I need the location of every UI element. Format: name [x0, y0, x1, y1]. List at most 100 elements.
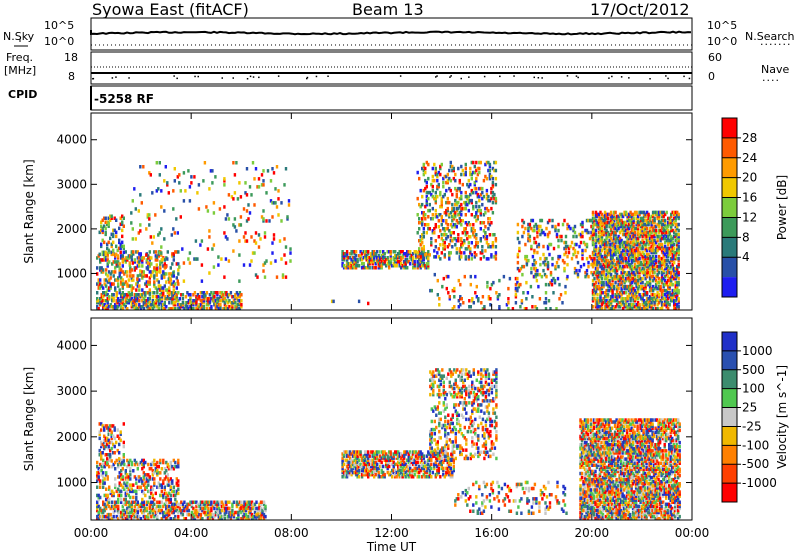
scatter-cells-power: [96, 160, 680, 311]
data-cell: [250, 502, 254, 507]
data-cell: [630, 224, 634, 229]
data-cell: [451, 164, 454, 169]
data-cell: [171, 297, 174, 301]
data-cell: [427, 254, 430, 258]
data-cell: [172, 517, 175, 521]
data-cell: [608, 268, 611, 273]
data-cell: [543, 258, 547, 263]
data-cell: [475, 186, 478, 191]
data-cell: [485, 196, 489, 201]
data-cell: [171, 252, 174, 256]
data-cell: [662, 230, 665, 235]
data-cell: [136, 517, 139, 521]
data-cell: [648, 226, 652, 231]
data-cell: [412, 258, 415, 262]
data-cell: [665, 234, 668, 239]
data-cell: [597, 230, 601, 235]
data-cell: [641, 240, 644, 245]
data-cell: [629, 299, 632, 303]
data-cell: [482, 213, 486, 217]
data-cell: [238, 253, 241, 257]
data-cell: [630, 244, 634, 249]
data-cell: [422, 256, 425, 260]
data-cell: [262, 183, 265, 187]
data-cell: [674, 238, 677, 243]
data-cell: [205, 291, 209, 295]
data-cell: [126, 506, 129, 511]
data-cell: [590, 256, 593, 261]
data-cell: [178, 506, 181, 511]
data-cell: [533, 274, 536, 279]
data-cell: [166, 257, 169, 261]
data-cell: [654, 212, 658, 217]
data-cell: [157, 481, 160, 485]
data-cell: [530, 226, 533, 231]
data-cell: [101, 230, 104, 235]
data-cell: [156, 278, 159, 282]
data-cell: [174, 514, 177, 519]
data-cell: [236, 197, 240, 201]
data-cell: [205, 299, 209, 303]
data-cell: [217, 297, 221, 301]
data-cell: [142, 303, 145, 307]
data-cell: [419, 188, 422, 193]
data-cell: [668, 284, 671, 289]
data-cell: [220, 514, 224, 519]
data-cell: [148, 475, 151, 479]
data-cell: [603, 216, 607, 221]
data-cell: [667, 291, 670, 295]
data-cell: [219, 303, 222, 307]
data-cell: [162, 293, 165, 297]
data-cell: [463, 172, 466, 177]
data-cell: [654, 299, 658, 303]
data-cell: [485, 160, 489, 165]
data-cell: [674, 276, 677, 281]
data-cell: [150, 305, 153, 309]
data-cell: [418, 221, 421, 225]
data-cell: [617, 214, 620, 219]
data-cell: [201, 305, 204, 309]
data-cell: [438, 303, 441, 307]
data-cell: [656, 234, 659, 239]
data-cell: [603, 220, 607, 225]
data-cell: [207, 299, 210, 303]
data-cell: [542, 244, 545, 249]
data-cell: [105, 293, 108, 297]
data-cell: [135, 512, 138, 517]
data-cell: [341, 258, 344, 262]
data-cell: [620, 224, 623, 229]
data-cell: [175, 276, 178, 280]
data-cell: [670, 278, 673, 283]
data-cell: [347, 264, 350, 268]
data-cell: [148, 288, 151, 292]
data-cell: [373, 250, 376, 254]
data-cell: [542, 268, 545, 273]
data-cell: [635, 216, 638, 221]
data-cell: [488, 233, 492, 237]
data-cell: [280, 201, 283, 205]
data-cell: [103, 508, 106, 513]
data-cell: [196, 191, 199, 195]
data-cell: [594, 238, 598, 243]
data-cell: [133, 504, 136, 509]
data-cell: [115, 301, 118, 305]
data-cell: [160, 189, 163, 193]
data-cell: [635, 266, 638, 271]
data-cell: [172, 485, 175, 489]
data-cell: [253, 506, 257, 511]
data-cell: [133, 187, 136, 191]
data-cell: [96, 272, 99, 276]
data-cell: [600, 238, 604, 243]
data-cell: [536, 224, 539, 229]
data-cell: [651, 274, 655, 279]
data-cell: [229, 301, 233, 305]
data-cell: [597, 280, 601, 285]
data-cell: [632, 303, 635, 307]
data-cell: [443, 241, 446, 245]
data-cell: [600, 220, 604, 225]
data-cell: [121, 258, 124, 262]
data-cell: [213, 301, 216, 305]
data-cell: [599, 228, 602, 233]
data-cell: [370, 260, 373, 264]
data-cell: [171, 301, 174, 305]
